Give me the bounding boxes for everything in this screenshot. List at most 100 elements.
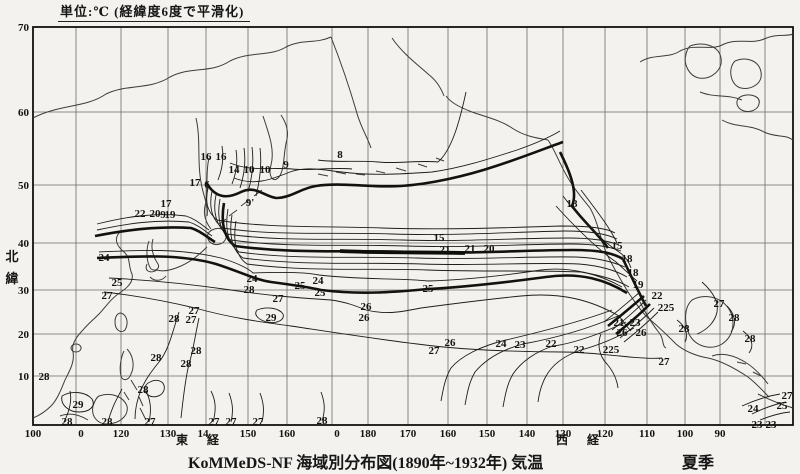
- contour-label-27-66: 27: [145, 416, 157, 428]
- coast-china-vietnam: [32, 230, 133, 419]
- lon-tick-14: 120: [597, 428, 614, 440]
- coast-borneo-indonesia: [59, 393, 147, 425]
- lon-tick-10: 160: [440, 428, 457, 440]
- contour-label-23-40: 23: [630, 317, 642, 329]
- contour-label-20-13: 20: [150, 208, 162, 220]
- coast-yucatan-caribbean: [711, 353, 769, 385]
- contour-label-21-29: 21: [440, 244, 451, 256]
- contour-label-28-59: 28: [151, 352, 163, 364]
- contour-label-27-73: 27: [782, 390, 794, 402]
- lat-tick-60: 60: [18, 107, 30, 119]
- longitude-tick-labels: 100 0 120 130 14 150 160 0 180 170 160 150 140 130 120…: [25, 428, 726, 440]
- lon-tick-5: 150: [240, 428, 257, 440]
- coast-arctic-north-america: [639, 33, 794, 63]
- lon-tick-3: 130: [160, 428, 177, 440]
- lat-tick-10: 10: [18, 371, 30, 383]
- lon-tick-15: 110: [639, 428, 655, 440]
- contour-label-20-31: 20: [484, 243, 496, 255]
- isotherm-contours: [61, 91, 791, 423]
- contour-label-24-51: 24: [496, 338, 508, 350]
- latitude-tick-labels: 70 60 50 40 30 20 10: [18, 22, 30, 383]
- contour-label-25-21: 25: [295, 280, 307, 292]
- coast-kuril-islands: [218, 189, 263, 225]
- contour-label-28-63: 28: [39, 371, 51, 383]
- contour-label-27-69: 27: [253, 416, 265, 428]
- caption-title: KoMMeDS-NF 海域別分布図(1890年~1932年) 気温: [188, 455, 544, 472]
- contour-label-25-72: 25: [777, 400, 789, 412]
- contour-label-28-70: 28: [317, 415, 329, 427]
- contour-label-28-56: 28: [169, 313, 181, 325]
- caption-season: 夏季: [682, 455, 715, 472]
- coast-aleutian-islands: [317, 157, 445, 177]
- coast-siberia: [32, 36, 332, 119]
- contour-label-9-7: 9: [283, 159, 289, 171]
- lon-tick-17: 90: [715, 428, 727, 440]
- coast-chukotka: [391, 37, 445, 97]
- contour-label-28-65: 28: [102, 416, 114, 428]
- contour-label-18-34: 18: [622, 253, 634, 265]
- lon-tick-13: 130: [555, 428, 572, 440]
- lat-tick-40: 40: [18, 238, 30, 250]
- coast-gulf-of-mexico: [685, 296, 734, 348]
- coast-kamchatka: [262, 114, 288, 181]
- lat-tick-30: 30: [18, 285, 30, 297]
- coast-canada-lakes: [684, 43, 762, 112]
- caption: KoMMeDS-NF 海域別分布図(1890年~1932年) 気温 夏季: [0, 447, 800, 472]
- lon-tick-0: 100: [25, 428, 42, 440]
- contour-label-27-20: 27: [273, 293, 285, 305]
- contour-label-26-26: 26: [359, 312, 371, 324]
- contour-label-21-39: 21: [614, 317, 625, 329]
- lon-tick-8: 180: [360, 428, 377, 440]
- contour-label-27-55: 27: [189, 305, 201, 317]
- coastlines: [32, 33, 794, 425]
- contour-label-26-25: 26: [361, 301, 373, 313]
- contour-label-24-71: 24: [748, 403, 760, 415]
- contour-label-28-46: 28: [745, 333, 757, 345]
- contour-label-16-0: 16: [201, 151, 213, 163]
- lon-tick-4: 14: [198, 428, 210, 440]
- contour-label-18-35: 18: [628, 267, 640, 279]
- contour-label-14-2: 14: [229, 164, 241, 176]
- contour-label-22-54: 22: [574, 344, 586, 356]
- contour-label-10-4: 10: [260, 164, 272, 176]
- contour-label-22-53: 22: [546, 338, 558, 350]
- contour-label-24-18: 24: [247, 273, 259, 285]
- contour-label-10-3: 10: [244, 164, 256, 176]
- lon-tick-9: 170: [400, 428, 417, 440]
- contour-label-8-8: 8: [337, 149, 343, 161]
- coast-honshu: [145, 246, 208, 281]
- contour-label-27-68: 27: [226, 416, 238, 428]
- contour-label-9'-9: 9': [246, 197, 255, 209]
- unit-note: 単位:℃ (経緯度6度で平滑化): [58, 1, 251, 22]
- contour-label-18-32: 18: [567, 198, 579, 210]
- contour-label-28-60: 28: [181, 358, 193, 370]
- coast-ne-siberia: [330, 36, 372, 149]
- map-frame: [32, 26, 794, 426]
- contour-label-23-52: 23: [515, 339, 527, 351]
- lon-axis-title-east: 東 経: [176, 433, 228, 447]
- contour-label-25-27: 25: [423, 283, 435, 295]
- contour-label-28-58: 28: [191, 345, 203, 357]
- contour-label-28-43: 28: [679, 323, 691, 335]
- lon-tick-11: 150: [479, 428, 496, 440]
- contour-label-21-30: 21: [465, 243, 476, 255]
- contour-label-225-38: 225: [658, 302, 675, 314]
- lon-tick-12: 140: [519, 428, 536, 440]
- coast-taiwan: [114, 312, 128, 333]
- lat-tick-20: 20: [18, 329, 30, 341]
- contour-label-16-1: 16: [216, 151, 228, 163]
- contour-label-6-6: 6: [204, 179, 210, 191]
- coast-sakhalin: [204, 157, 212, 230]
- contour-label-24-15: 24: [99, 252, 111, 264]
- contour-label-27-67: 27: [209, 416, 221, 428]
- lat-tick-70: 70: [18, 22, 30, 34]
- coast-canada-interior: [699, 91, 794, 141]
- lon-axis-title-west: 西 経: [556, 433, 608, 447]
- contour-label-23-74: 23: [752, 419, 764, 431]
- contour-label-29-62: 29: [73, 399, 85, 411]
- contour-label-9-11: 9: [160, 209, 166, 221]
- coast-okhotsk-west: [195, 117, 208, 217]
- contour-label-27-57: 27: [186, 314, 198, 326]
- grid-lines: [33, 27, 793, 425]
